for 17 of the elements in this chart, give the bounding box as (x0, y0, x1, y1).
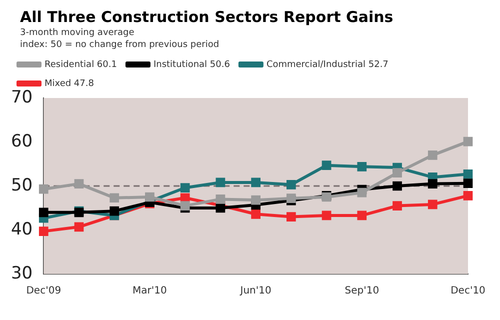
legend-label: Institutional 50.6 (153, 60, 230, 70)
y-tick-label: 40 (10, 219, 33, 240)
y-tick-label: 60 (10, 131, 33, 152)
x-tick-label: Dec'10 (450, 286, 486, 297)
x-tick-label: Jun'10 (239, 286, 272, 297)
legend-label: Mixed 47.8 (44, 78, 94, 89)
legend-label: Commercial/Industrial 52.7 (266, 60, 388, 70)
x-tick-label: Sep'10 (344, 286, 380, 297)
chart-title: All Three Construction Sectors Report Gains (20, 8, 394, 26)
x-tick-label: Dec'09 (26, 286, 62, 297)
y-tick-label: 30 (10, 263, 33, 284)
text: index: 50 = no change from previous period (20, 40, 220, 50)
chart-subtitle: 3-month moving average (20, 28, 136, 38)
x-tick-label: Mar'10 (132, 286, 167, 297)
legend-label: Residential 60.1 (44, 60, 117, 70)
y-tick-label: 50 (10, 175, 33, 196)
y-tick-label: 70 (10, 87, 33, 108)
